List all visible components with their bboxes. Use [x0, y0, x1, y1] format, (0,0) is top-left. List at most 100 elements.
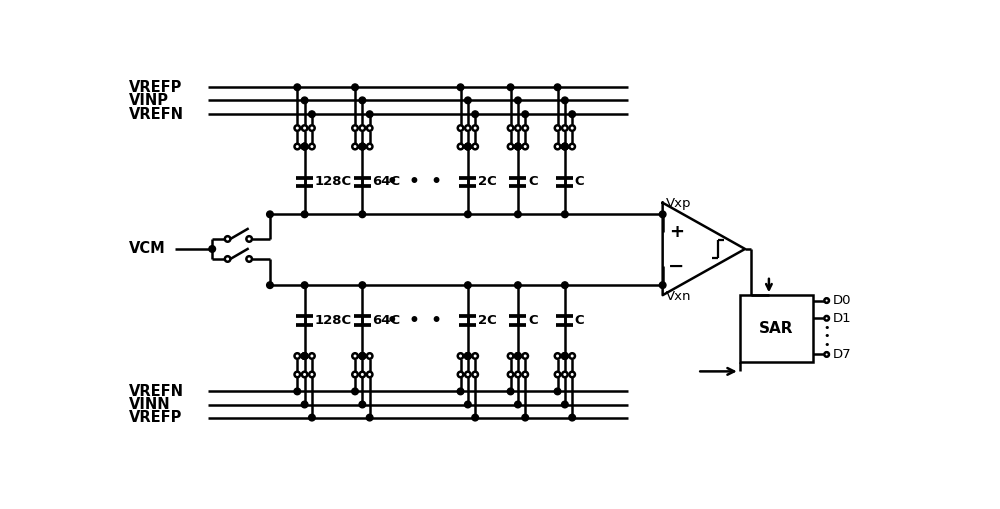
Circle shape — [562, 353, 568, 359]
Circle shape — [562, 97, 568, 104]
Circle shape — [555, 144, 560, 149]
Circle shape — [458, 125, 463, 131]
Circle shape — [522, 372, 528, 377]
Circle shape — [824, 352, 829, 357]
Circle shape — [569, 353, 575, 359]
Text: VINP: VINP — [129, 93, 169, 108]
Circle shape — [522, 125, 528, 131]
Circle shape — [309, 414, 315, 421]
Circle shape — [515, 353, 521, 359]
Circle shape — [562, 211, 568, 218]
Circle shape — [366, 111, 373, 118]
Circle shape — [515, 125, 521, 131]
Text: +: + — [669, 223, 684, 241]
Circle shape — [522, 111, 529, 118]
Circle shape — [562, 144, 568, 149]
Text: SAR: SAR — [759, 321, 793, 336]
Circle shape — [472, 353, 478, 359]
Circle shape — [301, 353, 308, 359]
Circle shape — [465, 143, 471, 150]
Text: 128C: 128C — [315, 176, 352, 188]
Circle shape — [295, 144, 300, 149]
Circle shape — [360, 144, 365, 149]
Text: VREFP: VREFP — [129, 80, 182, 95]
Text: 2C: 2C — [478, 176, 497, 188]
Circle shape — [352, 144, 358, 149]
Circle shape — [225, 236, 230, 242]
Text: 64C: 64C — [372, 314, 400, 327]
Circle shape — [458, 144, 463, 149]
Circle shape — [352, 353, 358, 359]
Circle shape — [267, 282, 273, 289]
Circle shape — [465, 353, 471, 359]
Circle shape — [515, 401, 521, 408]
Text: 64C: 64C — [372, 176, 400, 188]
Text: •  •  •: • • • — [387, 312, 441, 329]
Circle shape — [562, 125, 568, 131]
Circle shape — [465, 282, 471, 289]
Circle shape — [824, 316, 829, 321]
Circle shape — [465, 144, 471, 149]
Text: VCM: VCM — [129, 241, 166, 257]
Circle shape — [562, 144, 568, 149]
Circle shape — [359, 143, 366, 150]
Circle shape — [302, 353, 307, 359]
Circle shape — [465, 211, 471, 218]
Text: VREFN: VREFN — [129, 107, 184, 122]
Circle shape — [555, 353, 560, 359]
Circle shape — [507, 84, 514, 91]
Circle shape — [554, 388, 561, 394]
Text: VREFN: VREFN — [129, 384, 184, 399]
Circle shape — [562, 401, 568, 408]
Circle shape — [360, 353, 365, 359]
Circle shape — [515, 144, 521, 149]
Text: VINN: VINN — [129, 397, 171, 412]
Circle shape — [267, 211, 273, 218]
Text: C: C — [575, 176, 584, 188]
Text: D7: D7 — [833, 348, 851, 361]
Circle shape — [508, 372, 513, 377]
Circle shape — [562, 353, 568, 359]
Circle shape — [465, 97, 471, 104]
Circle shape — [352, 372, 358, 377]
Circle shape — [569, 125, 575, 131]
Circle shape — [555, 372, 560, 377]
Circle shape — [472, 125, 478, 131]
Circle shape — [522, 414, 529, 421]
Circle shape — [225, 256, 230, 262]
Text: VREFP: VREFP — [129, 410, 182, 425]
Circle shape — [515, 97, 521, 104]
Circle shape — [302, 144, 307, 149]
Circle shape — [555, 125, 560, 131]
Circle shape — [301, 211, 308, 218]
Circle shape — [359, 211, 366, 218]
Circle shape — [352, 388, 358, 394]
Circle shape — [302, 125, 307, 131]
Circle shape — [360, 144, 365, 149]
Circle shape — [309, 372, 315, 377]
Circle shape — [301, 401, 308, 408]
Circle shape — [302, 353, 307, 359]
Circle shape — [458, 353, 463, 359]
Circle shape — [366, 414, 373, 421]
Circle shape — [295, 353, 300, 359]
Circle shape — [562, 353, 568, 359]
Text: D1: D1 — [833, 312, 851, 325]
Text: D0: D0 — [833, 294, 851, 307]
Circle shape — [472, 144, 478, 149]
Circle shape — [562, 372, 568, 377]
Circle shape — [457, 388, 464, 394]
Circle shape — [309, 353, 315, 359]
Circle shape — [569, 414, 575, 421]
Text: −: − — [668, 257, 685, 275]
Circle shape — [301, 97, 308, 104]
Circle shape — [515, 144, 521, 149]
Circle shape — [294, 388, 301, 394]
Circle shape — [458, 372, 463, 377]
Text: 128C: 128C — [315, 314, 352, 327]
Circle shape — [367, 144, 372, 149]
Circle shape — [522, 144, 528, 149]
Circle shape — [309, 111, 315, 118]
Circle shape — [515, 353, 521, 359]
Circle shape — [246, 236, 252, 242]
